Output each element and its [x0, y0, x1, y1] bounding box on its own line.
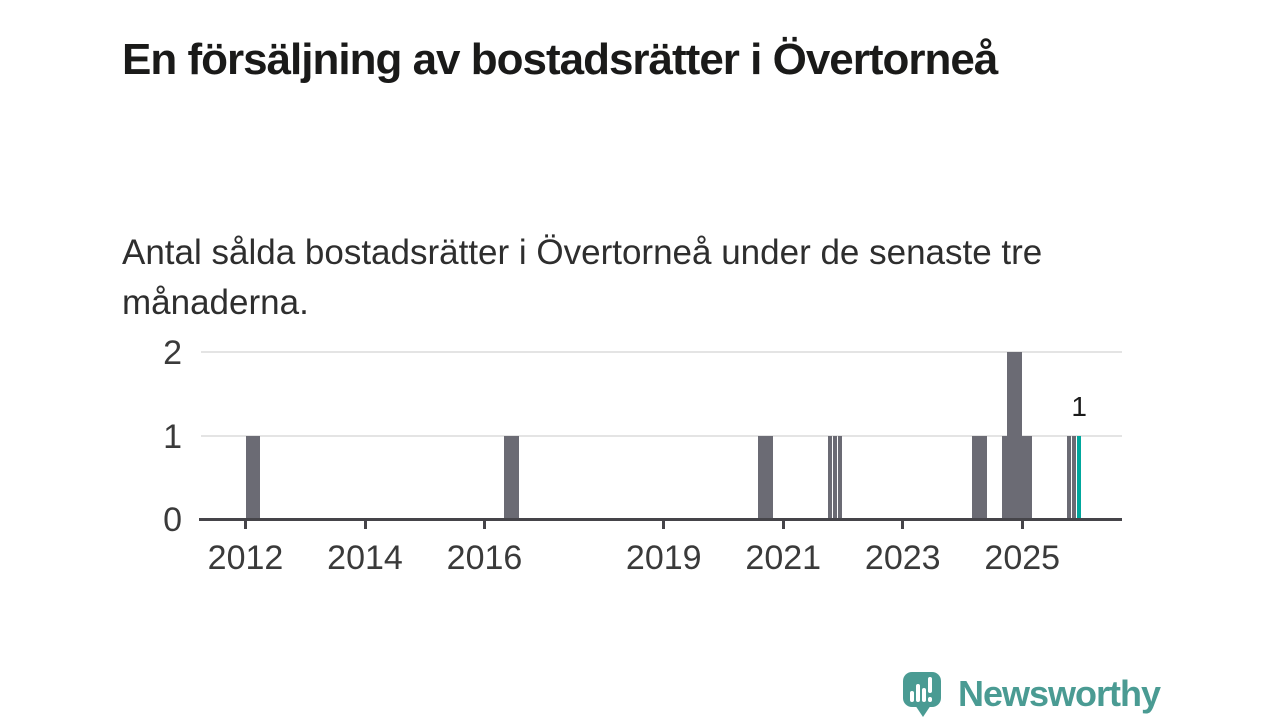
logo-exclamation-icon: [927, 697, 932, 702]
x-axis-line: [199, 518, 1122, 521]
chart-bar: [1002, 435, 1007, 519]
chart-bar: [504, 435, 509, 519]
chart-bar: [1022, 435, 1027, 519]
chart-bar: [972, 435, 977, 519]
logo-bar-icon: [909, 691, 914, 702]
chart-bar-highlight: [1077, 435, 1082, 519]
x-tick: [483, 521, 486, 529]
x-tick-label: 2021: [745, 539, 822, 577]
x-tick-label: 2019: [625, 539, 702, 577]
chart-bar: [1017, 352, 1022, 519]
chart-bar: [1027, 435, 1032, 519]
logo-bar-icon: [915, 684, 920, 702]
chart-bar: [758, 435, 763, 519]
chart-bar: [255, 435, 260, 519]
brand-wordmark: Newsworthy: [958, 673, 1161, 714]
x-tick: [363, 521, 367, 529]
chart-bar: [250, 435, 255, 519]
page-title: En försäljning av bostadsrätter i Överto…: [122, 35, 998, 85]
speech-bubble-tail: [915, 705, 931, 717]
chart-bar: [768, 435, 773, 519]
y-tick-label: 0: [163, 501, 182, 539]
x-tick: [781, 521, 785, 529]
chart-bar: [1012, 352, 1017, 519]
logo-exclamation-icon: [927, 677, 932, 693]
x-tick: [244, 521, 247, 529]
x-tick-label: 2014: [327, 539, 403, 577]
chart-subtitle: Antal sålda bostadsrätter i Övertorneå u…: [122, 233, 1043, 322]
chart-bar: [833, 435, 838, 519]
x-tick: [901, 521, 905, 529]
chart-bar: [838, 435, 843, 519]
chart-bar: [514, 435, 519, 519]
logo-bar-icon: [921, 688, 926, 702]
gridline-y2: [201, 351, 1122, 353]
chart-bar: [1067, 435, 1072, 519]
speech-bubble-bar-chart-icon: [903, 672, 941, 707]
x-tick-label: 2025: [984, 539, 1061, 577]
x-tick-label: 2023: [864, 539, 941, 577]
bar-value-label: 1: [1071, 391, 1087, 422]
chart-bar: [828, 435, 833, 519]
x-tick-label: 2012: [207, 539, 284, 577]
newsworthy-logo: [903, 672, 941, 718]
chart-bar: [1072, 435, 1077, 519]
chart-bar: [982, 435, 987, 519]
x-tick: [1020, 521, 1024, 529]
chart-bar: [1007, 352, 1012, 519]
gridline-y1: [201, 434, 1122, 437]
chart-bar: [509, 435, 514, 519]
x-tick-label: 2016: [446, 539, 523, 577]
chart-bar: [245, 435, 250, 519]
x-tick: [662, 521, 666, 529]
chart-bar: [763, 435, 768, 519]
chart-bar: [977, 435, 982, 519]
y-tick-label: 1: [163, 417, 182, 456]
y-tick-label: 2: [163, 334, 182, 372]
